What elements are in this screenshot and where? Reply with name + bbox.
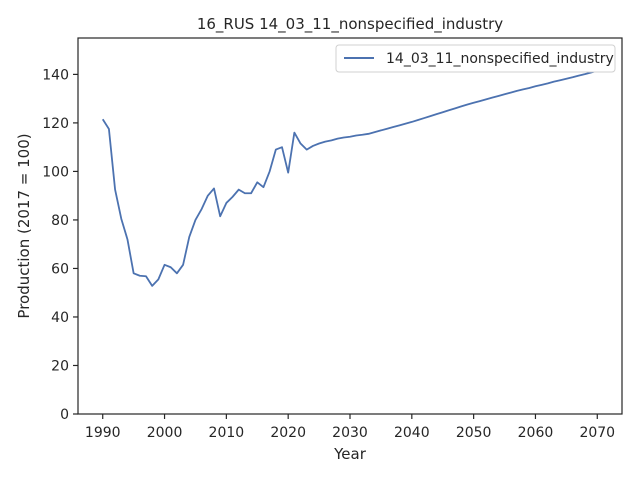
series-line	[101, 69, 598, 287]
x-tick-label: 2040	[394, 425, 430, 441]
x-tick-label: 1990	[85, 425, 121, 441]
y-tick-label: 60	[51, 261, 69, 277]
x-axis: 1990 2000 2010 2020 2030 2040 2050 2060 2070	[85, 414, 615, 441]
y-tick-label: 80	[51, 213, 69, 229]
legend-box	[335, 44, 616, 73]
y-tick-label: 20	[51, 358, 69, 374]
legend-label: 14_03_11_nonspecified_industry	[386, 51, 614, 67]
x-axis-label: Year	[333, 445, 367, 463]
series-layer	[101, 69, 598, 287]
y-tick-label: 140	[42, 67, 69, 83]
y-tick-label: 40	[51, 310, 69, 326]
y-tick-label: 0	[60, 407, 69, 423]
x-tick-label: 2060	[518, 425, 554, 441]
x-tick-label: 2010	[209, 425, 245, 441]
x-tick-label: 2020	[270, 425, 306, 441]
x-tick-label: 2050	[456, 425, 492, 441]
chart-title: 16_RUS 14_03_11_nonspecified_industry	[197, 15, 503, 34]
plot-frame	[77, 37, 623, 415]
x-tick-label: 2030	[332, 425, 368, 441]
y-tick-label: 120	[42, 116, 69, 132]
y-axis: 0 20 40 60 80 100 120 140	[42, 67, 78, 423]
x-tick-label: 2000	[147, 425, 183, 441]
y-tick-label: 100	[42, 164, 69, 180]
x-tick-label: 2070	[579, 425, 615, 441]
y-axis-label: Production (2017 = 100)	[15, 133, 33, 318]
legend: 14_03_11_nonspecified_industry	[335, 44, 616, 73]
